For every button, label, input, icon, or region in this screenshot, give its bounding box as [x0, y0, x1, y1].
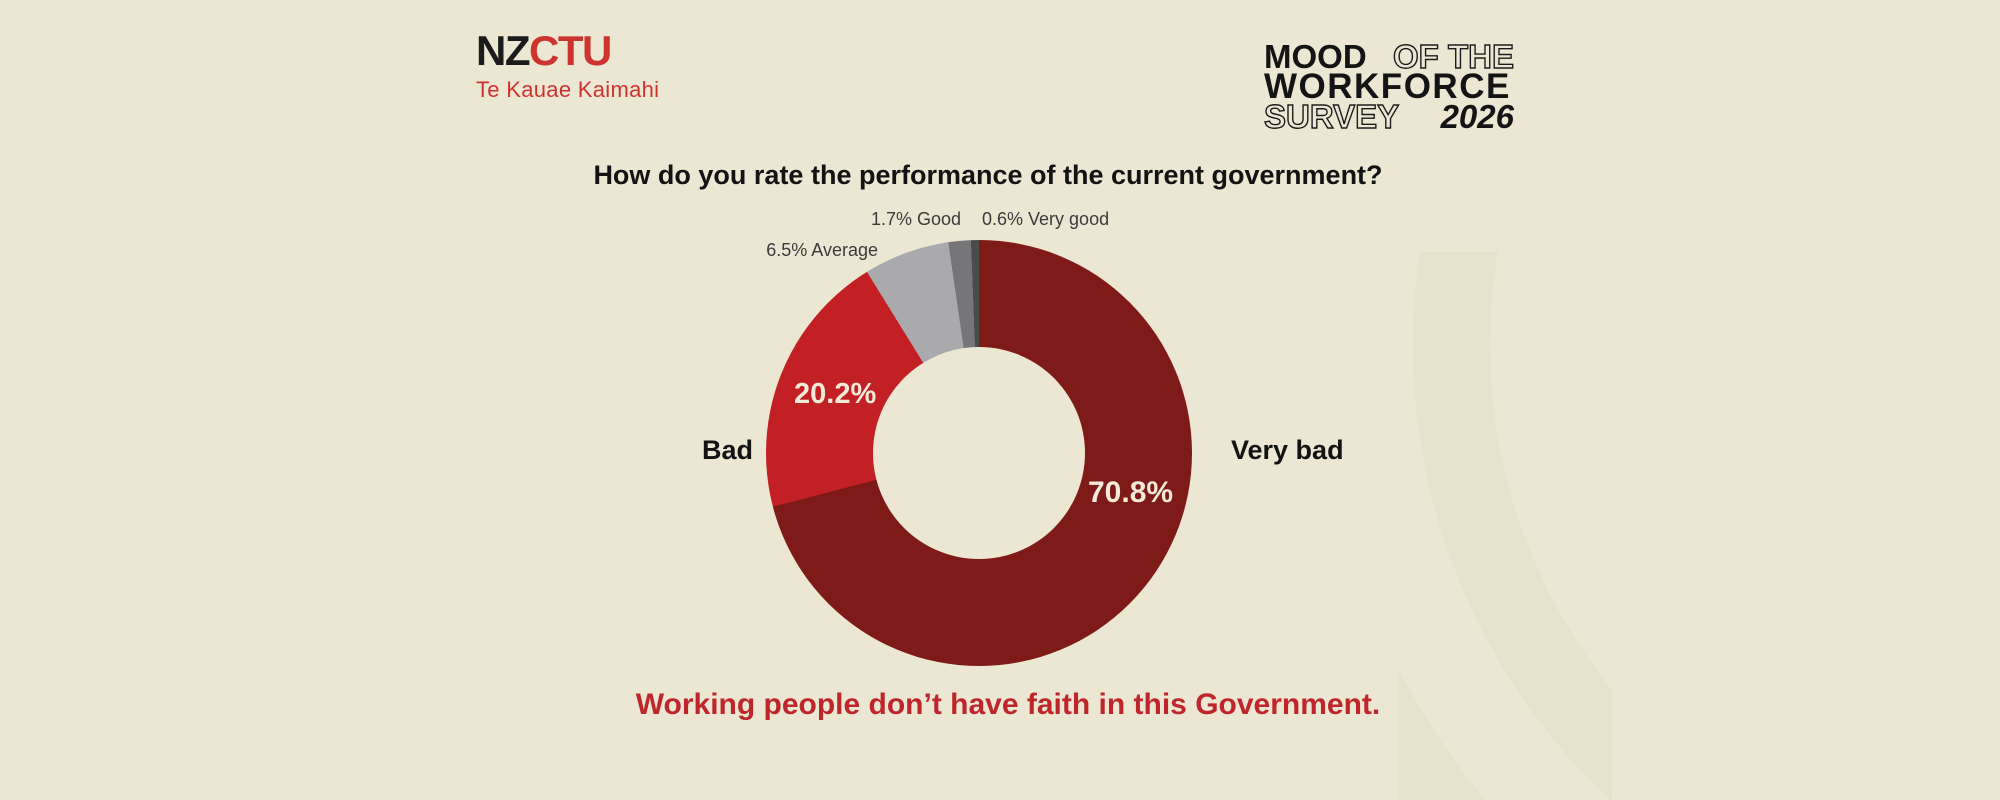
motw-logo-line2: WORKFORCE — [1264, 67, 1514, 106]
motw-word-of-the: OF THE — [1392, 38, 1514, 75]
nzctu-logo-ctu: CTU — [529, 27, 612, 74]
mood-of-the-workforce-logo: MOOD OF THE WORKFORCE SURVEY 2026 — [1263, 38, 1515, 135]
motw-word-survey: SURVEY — [1263, 98, 1400, 135]
motw-year: 2026 — [1440, 98, 1514, 135]
slice-value-bad: 20.2% — [794, 378, 877, 410]
slice-label-very-bad: Very bad — [1231, 435, 1344, 465]
motw-word-mood: MOOD — [1264, 38, 1367, 75]
nzctu-logo: NZCTU Te Kauae Kaimahi — [476, 30, 659, 103]
slice-label-very-good: 0.6% Very good — [982, 209, 1110, 229]
chart-title: How do you rate the performance of the c… — [593, 160, 1383, 190]
motw-logo-line3: SURVEY 2026 — [1263, 98, 1514, 135]
nzctu-logo-subtitle: Te Kauae Kaimahi — [476, 77, 660, 102]
donut-chart: 20.2% 70.8% — [766, 240, 1192, 666]
slice-label-bad: Bad — [702, 435, 754, 465]
tagline: Working people don’t have faith in this … — [635, 688, 1381, 721]
motw-word-workforce: WORKFORCE — [1264, 67, 1511, 106]
slice-label-good: 1.7% Good — [871, 209, 962, 229]
slice-label-average: 6.5% Average — [766, 240, 878, 260]
background-arc-pattern — [1398, 252, 1612, 800]
nzctu-logo-nz: NZ — [476, 27, 531, 74]
donut-hole — [873, 347, 1085, 559]
motw-logo-line1: MOOD OF THE — [1264, 38, 1515, 75]
slice-value-very-bad: 70.8% — [1088, 476, 1174, 509]
nzctu-logo-wordmark: NZCTU — [476, 30, 659, 72]
